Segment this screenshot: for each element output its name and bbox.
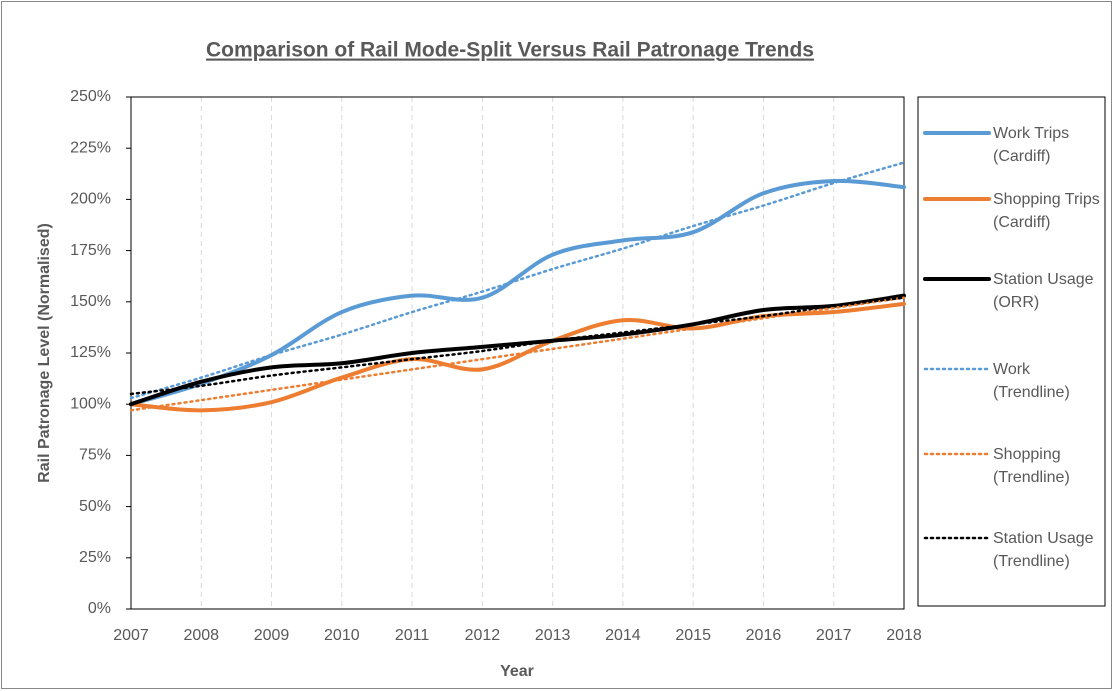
x-tick-label: 2016: [746, 627, 782, 644]
x-tick-label: 2008: [183, 627, 219, 644]
series-line: [129, 161, 906, 400]
legend-label: Station Usage (ORR): [993, 271, 1094, 311]
y-axis-label: Rail Patronage Level (Normalised): [36, 223, 53, 483]
x-tick-label: 2007: [113, 627, 149, 644]
y-tick-label: 0%: [88, 600, 111, 617]
y-tick-label: 100%: [70, 395, 111, 412]
x-tick-label: 2018: [886, 627, 922, 644]
y-tick-label: 175%: [70, 242, 111, 259]
y-tick-label: 50%: [79, 498, 111, 515]
x-tick-label: 2014: [605, 627, 641, 644]
plot-area: [130, 96, 905, 610]
x-tick-label: 2012: [465, 627, 501, 644]
y-tick-label: 75%: [79, 447, 111, 464]
y-tick-label: 125%: [70, 344, 111, 361]
chart-title: Comparison of Rail Mode-Split Versus Rai…: [206, 39, 814, 62]
x-tick-label: 2010: [324, 627, 360, 644]
y-tick-label: 250%: [70, 88, 111, 105]
x-tick-label: 2011: [395, 627, 430, 644]
legend-label: Shopping (Trendline): [993, 446, 1070, 486]
legend-label: Station Usage (Trendline): [993, 530, 1094, 570]
x-axis-label: Year: [500, 663, 534, 680]
legend-label: Work (Trendline): [993, 361, 1070, 401]
y-tick-label: 200%: [70, 191, 111, 208]
y-tick-label: 150%: [70, 293, 111, 310]
x-tick-label: 2017: [816, 627, 852, 644]
x-tick-label: 2009: [254, 627, 290, 644]
legend-label: Shopping Trips (Cardiff): [993, 191, 1100, 231]
series-line: [129, 296, 906, 396]
x-tick-label: 2013: [535, 627, 571, 644]
x-tick-label: 2015: [675, 627, 711, 644]
y-tick-label: 225%: [70, 139, 111, 156]
legend-label: Work Trips (Cardiff): [993, 125, 1070, 165]
series-line: [129, 296, 906, 412]
series-line: [129, 293, 906, 407]
y-tick-label: 25%: [79, 549, 111, 566]
legend-box: [917, 96, 1106, 607]
